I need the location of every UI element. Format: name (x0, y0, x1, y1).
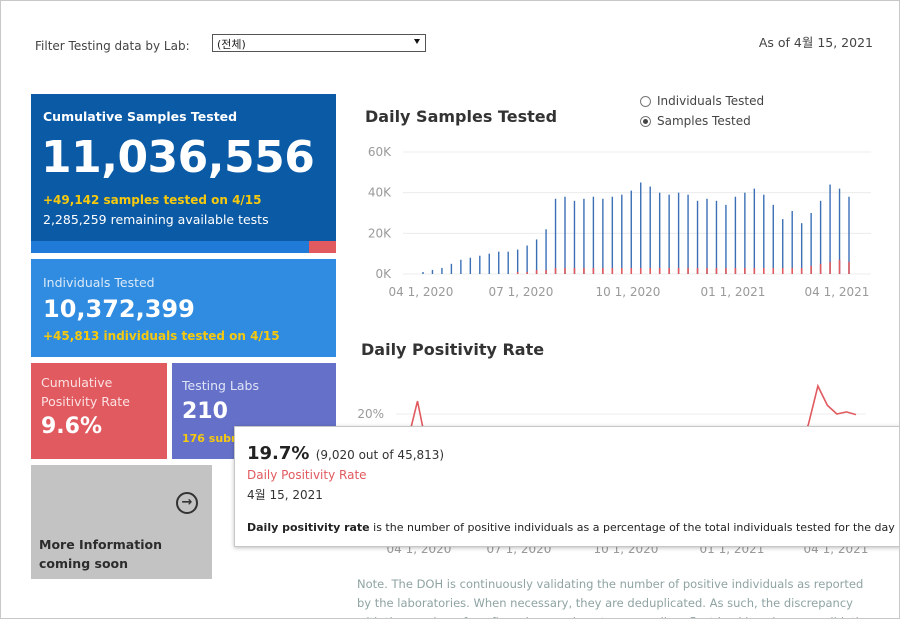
remaining-tests: 2,285,259 remaining available tests (43, 212, 269, 227)
radio-circle-icon (640, 115, 651, 127)
cumulative-samples-title: Cumulative Samples Tested (43, 109, 238, 124)
x-tick-label: 01 1, 2021 (701, 285, 766, 299)
x-tick-label: 04 1, 2020 (389, 285, 454, 299)
x-tick-label: 04 1, 2021 (805, 285, 870, 299)
daily-samples-title: Daily Samples Tested (365, 107, 558, 126)
metric-radio-group: Individuals Tested Samples Tested (640, 91, 764, 131)
individuals-tested-title: Individuals Tested (43, 275, 155, 290)
tooltip-count: (9,020 out of 45,813) (315, 448, 445, 462)
individuals-tested-value: 10,372,399 (43, 295, 195, 323)
chevron-down-icon (414, 39, 420, 44)
cumulative-samples-value: 11,036,556 (41, 132, 315, 183)
testing-labs-value: 210 (182, 399, 228, 424)
radio-circle-icon (640, 95, 651, 107)
individuals-tested-tile[interactable]: Individuals Tested 10,372,399 +45,813 in… (31, 259, 336, 357)
positivity-rate-tile[interactable]: Cumulative Positivity Rate 9.6% (31, 363, 167, 459)
x-tick-label: 07 1, 2020 (489, 285, 554, 299)
y-tick-label: 60K (368, 145, 392, 159)
positivity-rate-title: Cumulative Positivity Rate (41, 375, 130, 409)
validation-note: Note. The DOH is continuously validating… (357, 577, 877, 618)
radio-label: Individuals Tested (657, 94, 765, 108)
individuals-increase: +45,813 individuals tested on 4/15 (43, 329, 280, 343)
samples-increase: +49,142 samples tested on 4/15 (43, 193, 262, 207)
more-information-tile[interactable]: → More Information coming soon (31, 465, 212, 579)
arrow-right-circle-icon[interactable]: → (176, 492, 198, 514)
radio-samples-tested[interactable]: Samples Tested (640, 111, 764, 131)
tooltip-desc-rest: is the number of positive individuals as… (369, 521, 895, 534)
lab-filter-dropdown[interactable]: (전체) (212, 34, 426, 52)
radio-individuals-tested[interactable]: Individuals Tested (640, 91, 764, 111)
as-of-date: As of 4월 15, 2021 (758, 35, 873, 50)
tooltip-metric: Daily Positivity Rate (247, 468, 367, 482)
more-information-label: More Information coming soon (39, 537, 162, 571)
y-tick-label: 40K (368, 186, 392, 200)
capacity-bar (31, 241, 336, 253)
tooltip-description: Daily positivity rate is the number of p… (247, 521, 895, 534)
daily-samples-chart[interactable]: 60K 40K 20K 0K 04 1, 2020 07 1, 2020 10 1, 202… (361, 136, 881, 306)
y-tick-label: 0K (375, 267, 392, 281)
cumulative-samples-tile[interactable]: Cumulative Samples Tested 11,036,556 +49… (31, 94, 336, 253)
daily-positivity-title: Daily Positivity Rate (361, 340, 545, 359)
tooltip-desc-bold: Daily positivity rate (247, 521, 370, 534)
radio-label: Samples Tested (657, 114, 751, 128)
filter-label: Filter Testing data by Lab: (35, 39, 190, 53)
y-tick-label: 20K (368, 226, 392, 240)
lab-filter-value: (전체) (217, 38, 246, 51)
y-tick-label: 20% (357, 407, 384, 421)
chart-tooltip: 19.7% (9,020 out of 45,813) Daily Positi… (234, 426, 899, 547)
capacity-bar-used (308, 241, 336, 253)
x-tick-label: 10 1, 2020 (596, 285, 661, 299)
testing-labs-title: Testing Labs (182, 378, 259, 393)
tooltip-percentage: 19.7% (9,020 out of 45,813) (247, 443, 444, 464)
tooltip-pct-value: 19.7% (247, 443, 310, 464)
positivity-rate-value: 9.6% (41, 414, 103, 439)
tooltip-date: 4월 15, 2021 (247, 488, 323, 502)
